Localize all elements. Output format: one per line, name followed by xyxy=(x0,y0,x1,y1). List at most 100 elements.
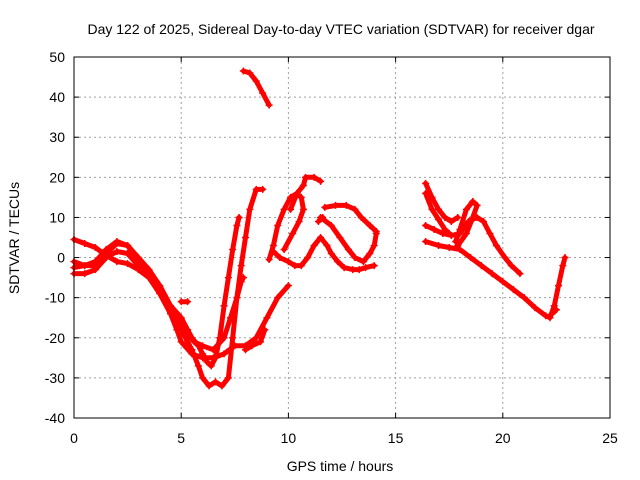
data-point xyxy=(351,254,359,262)
data-point xyxy=(276,254,284,262)
data-point xyxy=(439,229,447,237)
data-point xyxy=(434,215,442,223)
data-point xyxy=(205,382,213,390)
data-point xyxy=(445,244,453,252)
data-point xyxy=(342,201,350,209)
data-point xyxy=(261,326,269,334)
y-tick-label: 30 xyxy=(49,129,65,145)
data-point xyxy=(434,205,442,213)
data-point xyxy=(297,193,305,201)
y-tick-label: 50 xyxy=(49,49,65,65)
data-point xyxy=(422,179,430,187)
series-line xyxy=(243,327,268,353)
data-point xyxy=(441,213,449,221)
data-point xyxy=(237,262,245,270)
data-point xyxy=(310,173,318,181)
data-point xyxy=(327,250,335,258)
y-tick-label: -30 xyxy=(45,370,65,386)
data-point xyxy=(188,334,196,342)
data-point xyxy=(334,258,342,266)
data-point xyxy=(280,205,288,213)
series-arc-7 xyxy=(239,67,273,109)
data-point xyxy=(434,242,442,250)
data-point xyxy=(372,229,380,237)
data-point xyxy=(145,270,153,278)
data-point xyxy=(317,177,325,185)
data-point xyxy=(299,181,307,189)
data-point xyxy=(194,342,202,350)
x-tick-label: 25 xyxy=(602,430,618,446)
y-tick-label: -40 xyxy=(45,410,65,426)
data-point xyxy=(220,302,228,310)
data-point xyxy=(216,334,224,342)
data-point xyxy=(462,205,470,213)
data-point xyxy=(486,229,494,237)
data-point xyxy=(310,242,318,250)
data-point xyxy=(287,205,295,213)
data-point xyxy=(81,240,89,248)
data-point xyxy=(233,294,241,302)
data-point xyxy=(559,262,567,270)
data-point xyxy=(370,242,378,250)
data-point xyxy=(212,354,220,362)
data-point xyxy=(321,203,329,211)
data-point xyxy=(351,205,359,213)
data-point xyxy=(177,326,185,334)
data-point xyxy=(81,262,89,270)
data-point xyxy=(516,270,524,278)
series-line xyxy=(71,186,266,389)
series-arc-16 xyxy=(422,213,524,278)
series-arc-12 xyxy=(317,213,380,266)
y-tick-label: -20 xyxy=(45,330,65,346)
data-point xyxy=(166,302,174,310)
data-point xyxy=(488,270,496,278)
x-tick-label: 0 xyxy=(70,430,78,446)
axis-ticks: 0 5 10 15 20 25 -40 -30 -20 -10 0 10 20 30 40 50 xyxy=(45,49,618,446)
data-point xyxy=(113,258,121,266)
data-point xyxy=(319,213,327,221)
data-point xyxy=(422,189,430,197)
data-point xyxy=(456,246,464,254)
data-point xyxy=(357,213,365,221)
data-point xyxy=(317,234,325,241)
data-point xyxy=(212,378,220,386)
data-point xyxy=(252,185,260,193)
data-point xyxy=(561,254,569,262)
data-point xyxy=(239,67,247,75)
data-point xyxy=(304,254,312,262)
series-arc-6 xyxy=(177,298,192,306)
data-point xyxy=(124,250,132,258)
data-point xyxy=(124,242,132,250)
data-point xyxy=(452,238,460,246)
data-point xyxy=(340,264,348,272)
y-tick-label: -10 xyxy=(45,290,65,306)
data-point xyxy=(246,205,254,213)
data-point xyxy=(462,229,470,237)
data-point xyxy=(422,238,430,246)
data-point xyxy=(366,250,374,258)
data-point xyxy=(297,262,305,270)
data-point xyxy=(184,298,192,306)
data-point xyxy=(332,201,340,209)
data-point xyxy=(531,304,539,312)
data-point xyxy=(422,221,430,229)
series-arc-4 xyxy=(70,213,243,370)
data-point xyxy=(323,242,331,250)
data-point xyxy=(280,246,288,254)
data-point xyxy=(546,314,554,322)
data-point xyxy=(469,197,477,205)
data-point xyxy=(224,274,232,282)
series-line xyxy=(453,198,480,248)
data-point xyxy=(252,77,260,85)
data-point xyxy=(246,69,254,77)
series-line xyxy=(71,249,291,361)
x-axis-label: GPS time / hours xyxy=(287,458,394,474)
data-point xyxy=(235,213,243,221)
data-point xyxy=(284,282,292,290)
data-point xyxy=(113,238,121,246)
data-point xyxy=(102,246,110,254)
data-point xyxy=(199,350,207,358)
data-point xyxy=(552,306,560,314)
y-tick-label: 40 xyxy=(49,89,65,105)
